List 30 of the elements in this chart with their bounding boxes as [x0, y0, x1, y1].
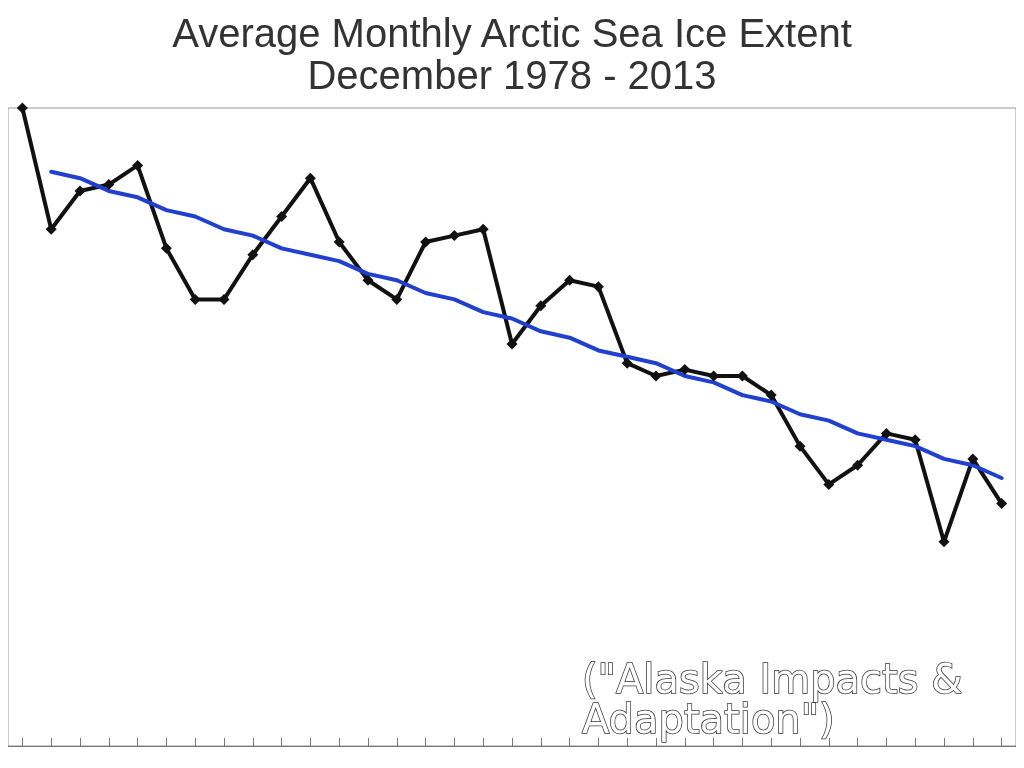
point — [650, 370, 662, 382]
point — [794, 440, 806, 452]
point — [132, 159, 144, 171]
point — [304, 172, 316, 184]
point — [477, 223, 489, 235]
point — [765, 389, 777, 401]
point — [362, 274, 374, 286]
point — [16, 102, 28, 114]
point — [160, 242, 172, 254]
point — [333, 236, 345, 248]
point — [276, 210, 288, 222]
point — [967, 453, 979, 465]
annotation: ("Alaska Impacts & Adaptation") — [581, 656, 976, 743]
point — [448, 230, 460, 242]
point — [506, 338, 518, 350]
point — [996, 498, 1008, 510]
point — [880, 427, 892, 439]
point — [621, 357, 633, 369]
point — [103, 179, 115, 191]
point — [679, 364, 691, 376]
point — [592, 281, 604, 293]
point — [909, 434, 921, 446]
point — [823, 478, 835, 490]
point — [247, 249, 259, 261]
point — [391, 293, 403, 305]
point — [852, 459, 864, 471]
point — [535, 300, 547, 312]
chart-title: Average Monthly Arctic Sea Ice Extent — [172, 11, 852, 55]
point — [564, 274, 576, 286]
point — [74, 185, 86, 197]
